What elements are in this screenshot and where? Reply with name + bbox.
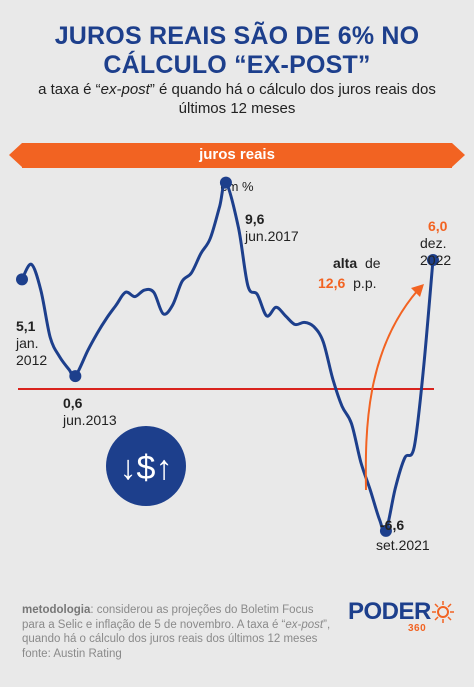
logo-sub: 360 [408,623,427,634]
end-value-label: 6,0 [428,218,448,234]
subtitle-part-a: a taxa é “ [38,81,101,98]
change-de: de [365,255,381,271]
point-marker-2017-06 [219,176,232,189]
banner-left-arrow [9,143,22,167]
icon-glyph: ↓$↑ [120,449,173,487]
start-value-label: 5,1 [16,318,36,334]
start-month-label: jan. [15,335,39,351]
low2013-date-label: jun.2013 [62,412,117,428]
change-unit: p.p. [353,275,376,291]
chart-banner [22,143,452,168]
start-year-label: 2012 [16,352,47,368]
low2013-value-label: 0,6 [63,395,83,411]
low2021-date-label: set.2021 [376,537,430,553]
end-year-label: 2022 [420,252,451,268]
point-marker-2022-12 [427,254,439,266]
methodology-label: metodologia [22,604,91,616]
change-arrow [364,284,424,491]
logo-sun-icon [432,601,454,623]
point-markers [16,176,439,537]
point-marker-2012-01 [16,273,28,286]
change-word: alta [333,255,357,271]
point-marker-2013-06 [69,370,82,383]
peak-date-label: jun.2017 [244,228,299,244]
money-exchange-icon: ↓$↑ [106,426,186,506]
change-label-line2: 12,6 p.p. [318,275,377,291]
subtitle-part-c: ” é quando há o cálculo dos juros reais … [149,81,436,98]
title-line-1: JUROS REAIS SÃO DE 6% NO [54,22,420,50]
subtitle-part-italic: ex-post [100,81,150,98]
poder360-logo: PODER 360 [348,598,456,638]
change-value: 12,6 [318,275,345,291]
methodology-note: metodologia: considerou as projeções do … [22,603,332,661]
methodology-text-1: : considerou as projeções do Boletim Foc… [22,604,314,631]
series-line [20,180,435,534]
source-note: fonte: Austin Rating [22,647,122,660]
chart-title: juros reais [199,146,275,163]
methodology-text-2: ”, quando há o cálculo dos juros reais d… [22,618,331,646]
point-marker-2021-09 [379,524,392,537]
logo-name: PODER [348,598,431,625]
subtitle-line-2: últimos 12 meses [178,100,296,117]
change-label-line1: alta de [333,255,381,271]
title-line-2: CÁLCULO “EX-POST” [103,51,371,79]
end-month-label: dez. [420,235,446,251]
subtitle: a taxa é “ex-post” é quando há o cálculo… [0,80,474,118]
banner-right-arrow [452,143,465,167]
page-title: JUROS REAIS SÃO DE 6% NO CÁLCULO “EX-POS… [0,22,474,80]
low2021-value-label: -6,6 [380,517,404,533]
line-chart: ↓$↑ 5,1 jan. 2012 0,6 jun.2013 9,6 jun.2… [15,176,451,553]
methodology-italic: ex-post [285,618,324,631]
peak-value-label: 9,6 [245,211,265,227]
